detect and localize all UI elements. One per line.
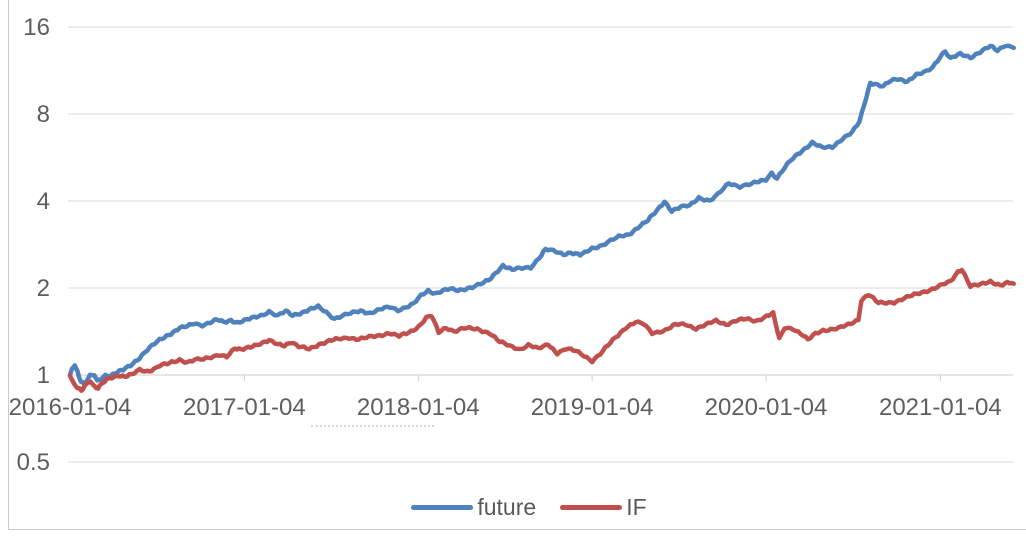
legend-item-future: future [411,493,536,521]
y-tick-label: 2 [37,275,50,302]
legend: future IF [0,493,1026,521]
x-tick-label: 2019-01-04 [531,394,654,421]
x-tick-label: 2021-01-04 [879,394,1002,421]
legend-label-future: future [477,494,537,520]
legend-swatch-future [411,504,474,510]
y-tick-label: 0.5 [17,449,50,476]
y-tick-label: 4 [37,188,50,215]
x-tick-label: 2020-01-04 [705,394,828,421]
legend-swatch-if [560,504,623,510]
x-tick-label: 2018-01-04 [357,394,480,421]
figure-left-border [8,0,9,530]
series-line-future [67,43,1016,387]
figure-bottom-border [8,529,1026,530]
y-tick-label: 8 [37,101,50,128]
y-tick-label: 1 [37,362,50,389]
series-line-if [67,267,1016,393]
x-tick-label: 2016-01-04 [9,394,132,421]
y-tick-label: 16 [23,14,50,41]
legend-label-if: IF [626,494,647,520]
legend-item-if: IF [560,493,647,521]
faint-dotted-artifact [311,425,434,427]
x-tick-label: 2017-01-04 [183,394,306,421]
